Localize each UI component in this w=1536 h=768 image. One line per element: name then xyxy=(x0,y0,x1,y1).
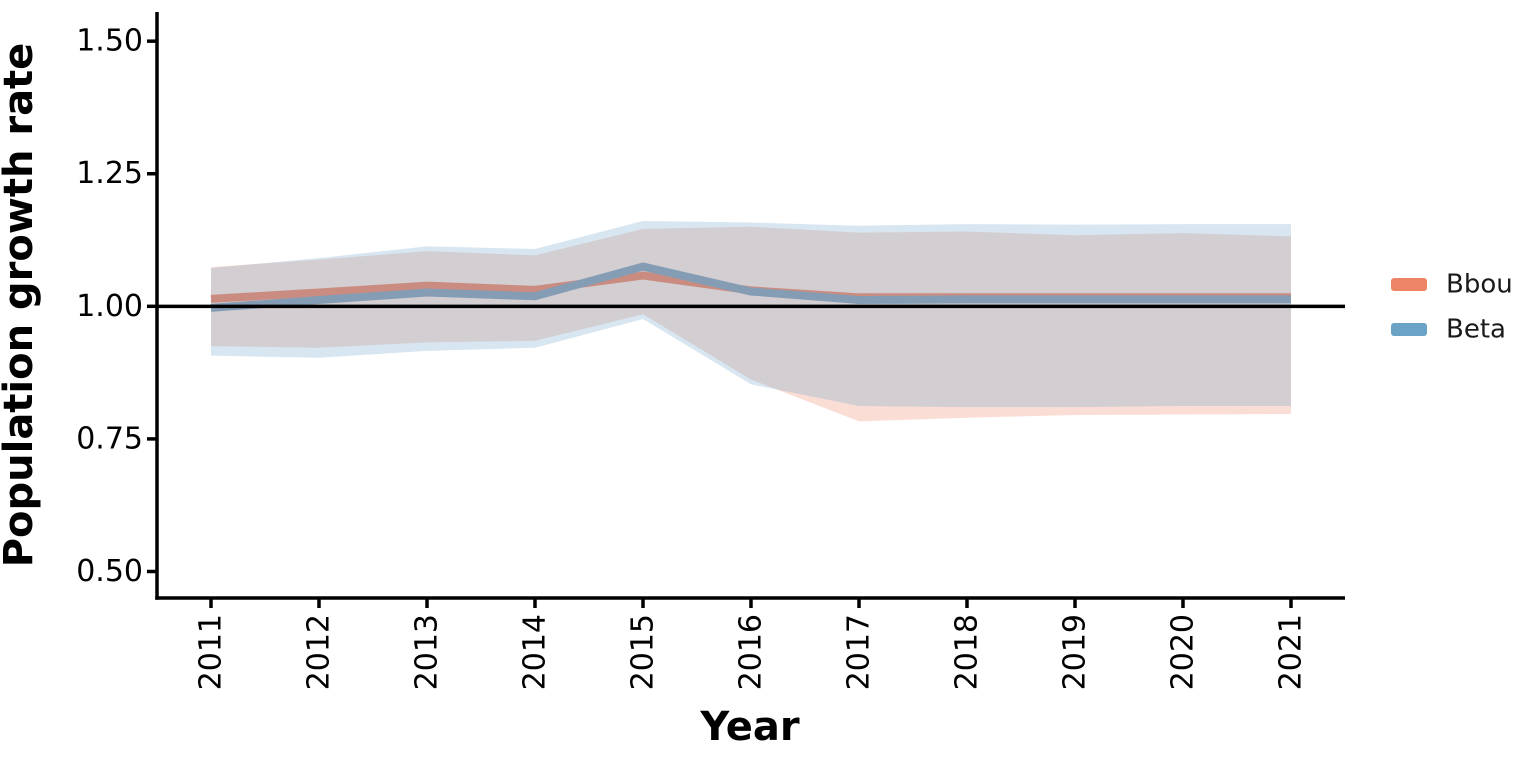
x-tick-label: 2015 xyxy=(626,614,661,690)
x-tick-label: 2014 xyxy=(518,614,553,690)
legend: Bbou Beta xyxy=(1391,270,1513,345)
x-tick-label: 2018 xyxy=(950,614,985,690)
x-tick-label: 2020 xyxy=(1166,614,1201,690)
legend-swatch-bbou xyxy=(1391,278,1427,291)
bbou-confidence-ribbon xyxy=(211,226,1291,422)
y-tick-label: 1.25 xyxy=(76,156,143,191)
y-tick-label: 1.50 xyxy=(76,24,143,59)
x-tick-label: 2016 xyxy=(734,614,769,690)
x-axis-title: Year xyxy=(699,704,799,750)
y-tick-label: 0.75 xyxy=(76,421,143,456)
x-tick-label: 2021 xyxy=(1274,614,1309,690)
x-tick-label: 2011 xyxy=(194,614,229,690)
y-tick-label: 0.50 xyxy=(76,554,143,589)
beta-confidence-ribbon xyxy=(211,220,1291,408)
legend-label-beta: Beta xyxy=(1446,315,1506,345)
legend-label-bbou: Bbou xyxy=(1446,270,1513,300)
x-tick-label: 2019 xyxy=(1058,614,1093,690)
x-tick-label: 2012 xyxy=(302,614,337,690)
x-tick-label: 2017 xyxy=(842,614,877,690)
legend-swatch-beta xyxy=(1391,323,1427,336)
beta-line xyxy=(210,262,1291,312)
y-tick-label: 1.00 xyxy=(76,289,143,324)
x-tick-label: 2013 xyxy=(410,614,445,690)
y-axis-title: Population growth rate xyxy=(0,43,42,568)
plot-area: 0.50 0.75 1.00 1.25 1.50 2011 2012 2013 2014 2015… xyxy=(76,12,1345,690)
